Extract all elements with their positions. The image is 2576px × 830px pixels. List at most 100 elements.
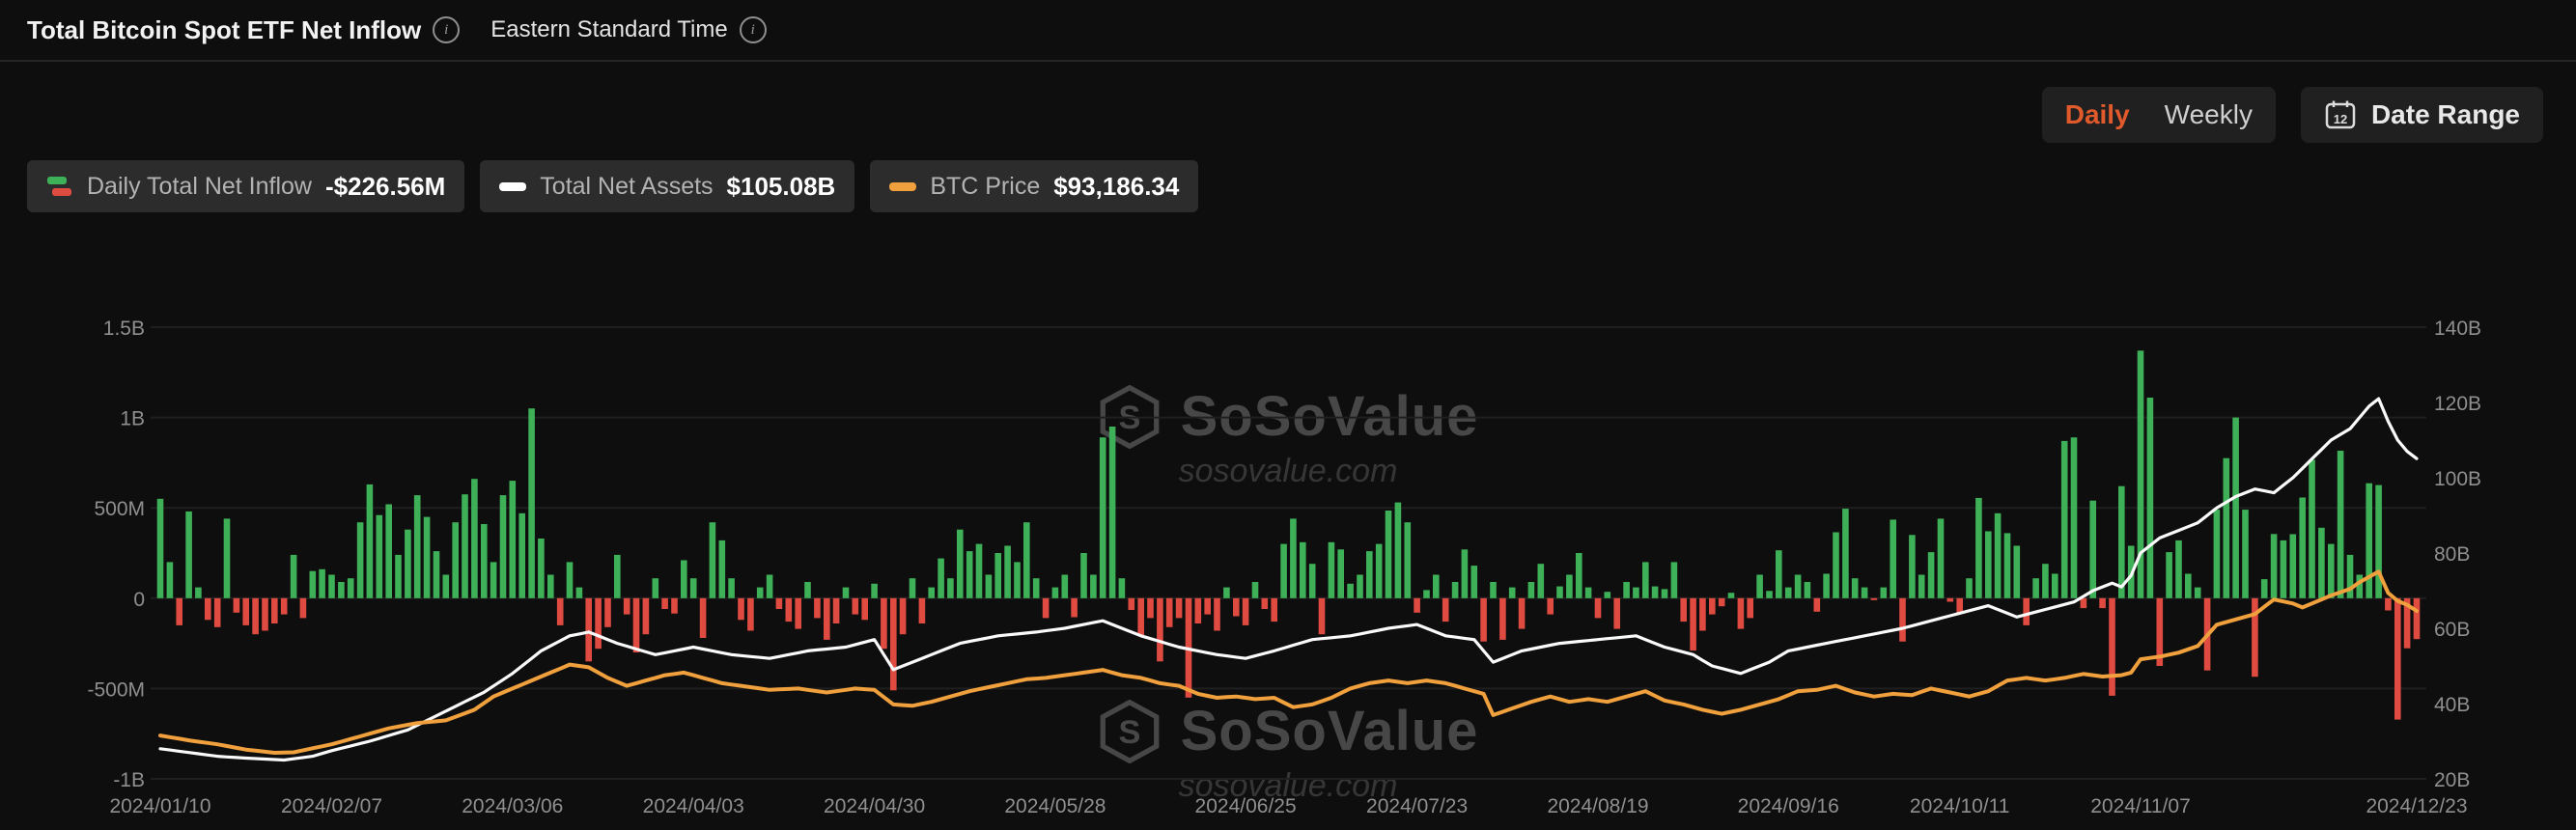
inflow-bar-negative[interactable] xyxy=(738,597,744,621)
tab-weekly[interactable]: Weekly xyxy=(2147,99,2270,130)
inflow-bar-positive[interactable] xyxy=(1394,502,1402,598)
inflow-bar-positive[interactable] xyxy=(2118,485,2125,598)
inflow-bar-positive[interactable] xyxy=(413,495,421,598)
inflow-bar-positive[interactable] xyxy=(1537,564,1545,598)
inflow-bar-positive[interactable] xyxy=(452,522,459,598)
inflow-bar-negative[interactable] xyxy=(1547,597,1554,615)
inflow-bar-negative[interactable] xyxy=(747,597,754,631)
inflow-bar-positive[interactable] xyxy=(842,587,850,598)
inflow-bar-positive[interactable] xyxy=(423,516,431,598)
inflow-bar-positive[interactable] xyxy=(566,562,574,598)
inflow-bar-positive[interactable] xyxy=(1651,586,1659,598)
inflow-bar-positive[interactable] xyxy=(2280,540,2287,598)
inflow-bar-negative[interactable] xyxy=(1747,597,1753,619)
inflow-bar-negative[interactable] xyxy=(1042,597,1050,619)
inflow-bar-positive[interactable] xyxy=(614,554,621,598)
inflow-bar-positive[interactable] xyxy=(2052,573,2058,598)
inflow-bar-positive[interactable] xyxy=(966,551,973,598)
inflow-bar-negative[interactable] xyxy=(671,597,678,614)
inflow-bar-positive[interactable] xyxy=(2232,417,2239,598)
inflow-bar-positive[interactable] xyxy=(871,583,878,598)
inflow-bar-positive[interactable] xyxy=(1623,582,1630,598)
inflow-bar-positive[interactable] xyxy=(2137,350,2144,598)
inflow-bar-positive[interactable] xyxy=(395,554,402,598)
title-info-icon[interactable]: i xyxy=(433,16,461,43)
inflow-bar-positive[interactable] xyxy=(1804,582,1811,598)
inflow-bar-positive[interactable] xyxy=(575,587,583,598)
inflow-bar-positive[interactable] xyxy=(804,582,811,598)
inflow-bar-positive[interactable] xyxy=(1861,587,1868,598)
inflow-bar-negative[interactable] xyxy=(242,597,249,625)
inflow-bar-positive[interactable] xyxy=(2309,459,2315,598)
inflow-bar-positive[interactable] xyxy=(1223,587,1230,598)
tab-daily[interactable]: Daily xyxy=(2048,99,2147,130)
inflow-bar-positive[interactable] xyxy=(947,578,954,598)
inflow-bar-positive[interactable] xyxy=(2146,398,2154,598)
inflow-bar-negative[interactable] xyxy=(795,597,801,629)
inflow-bar-negative[interactable] xyxy=(2394,597,2401,720)
inflow-bar-negative[interactable] xyxy=(1233,597,1240,617)
inflow-bar-positive[interactable] xyxy=(1032,578,1040,598)
inflow-bar-positive[interactable] xyxy=(509,481,517,598)
inflow-bar-positive[interactable] xyxy=(1328,541,1335,598)
inflow-bar-positive[interactable] xyxy=(471,479,478,598)
inflow-bar-negative[interactable] xyxy=(1147,597,1154,619)
inflow-bar-positive[interactable] xyxy=(985,574,993,598)
inflow-bar-positive[interactable] xyxy=(1366,551,1373,598)
inflow-bar-negative[interactable] xyxy=(2099,597,2106,609)
inflow-bar-positive[interactable] xyxy=(1308,564,1316,598)
inflow-bar-positive[interactable] xyxy=(1756,574,1763,598)
inflow-bar-positive[interactable] xyxy=(481,524,488,598)
inflow-bar-positive[interactable] xyxy=(1023,522,1030,598)
inflow-bar-positive[interactable] xyxy=(1918,574,1925,598)
inflow-bar-positive[interactable] xyxy=(1766,591,1773,598)
inflow-bar-negative[interactable] xyxy=(262,597,268,631)
inflow-bar-positive[interactable] xyxy=(2175,540,2182,598)
inflow-bar-positive[interactable] xyxy=(1556,586,1563,598)
inflow-bar-positive[interactable] xyxy=(347,578,354,598)
inflow-bar-negative[interactable] xyxy=(1194,597,1202,623)
inflow-bar-positive[interactable] xyxy=(2356,574,2364,598)
inflow-bar-positive[interactable] xyxy=(1985,531,1992,598)
inflow-bar-positive[interactable] xyxy=(2223,457,2230,598)
inflow-bar-positive[interactable] xyxy=(1508,587,1516,598)
inflow-bar-positive[interactable] xyxy=(185,511,192,598)
inflow-bar-negative[interactable] xyxy=(1718,597,1725,607)
net-assets-line[interactable] xyxy=(158,397,2419,762)
inflow-bar-positive[interactable] xyxy=(1004,545,1011,598)
inflow-bar-positive[interactable] xyxy=(1794,574,1802,598)
inflow-bar-negative[interactable] xyxy=(1946,597,1954,602)
inflow-bar-positive[interactable] xyxy=(2299,497,2306,598)
inflow-bar-negative[interactable] xyxy=(1175,597,1183,619)
inflow-bar-positive[interactable] xyxy=(356,522,364,598)
inflow-bar-positive[interactable] xyxy=(1099,437,1106,598)
inflow-bar-positive[interactable] xyxy=(1784,587,1792,598)
inflow-bar-positive[interactable] xyxy=(728,578,735,598)
inflow-bar-negative[interactable] xyxy=(299,597,307,619)
inflow-bar-negative[interactable] xyxy=(1414,597,1420,613)
inflow-bar-positive[interactable] xyxy=(766,574,773,598)
inflow-bar-positive[interactable] xyxy=(2032,578,2039,598)
inflow-bar-negative[interactable] xyxy=(1956,597,1963,613)
inflow-bar-negative[interactable] xyxy=(623,597,630,615)
inflow-bar-positive[interactable] xyxy=(2089,500,2096,598)
inflow-bar-positive[interactable] xyxy=(290,554,297,598)
inflow-bar-negative[interactable] xyxy=(1128,597,1135,610)
inflow-bar-positive[interactable] xyxy=(2375,484,2382,598)
inflow-bar-positive[interactable] xyxy=(195,587,202,598)
inflow-bar-negative[interactable] xyxy=(1699,597,1706,631)
inflow-bar-positive[interactable] xyxy=(2013,545,2021,598)
inflow-bar-positive[interactable] xyxy=(547,574,554,598)
inflow-bar-positive[interactable] xyxy=(1385,511,1392,598)
inflow-bar-positive[interactable] xyxy=(338,582,345,598)
inflow-bar-positive[interactable] xyxy=(1642,562,1649,598)
inflow-bar-positive[interactable] xyxy=(709,522,716,598)
inflow-bar-positive[interactable] xyxy=(2242,510,2249,598)
inflow-bar-negative[interactable] xyxy=(1214,597,1220,631)
inflow-bar-negative[interactable] xyxy=(176,597,182,625)
inflow-bar-positive[interactable] xyxy=(1727,593,1735,598)
inflow-bar-positive[interactable] xyxy=(538,539,545,598)
inflow-bar-positive[interactable] xyxy=(2337,451,2344,598)
inflow-bar-negative[interactable] xyxy=(1690,597,1696,651)
